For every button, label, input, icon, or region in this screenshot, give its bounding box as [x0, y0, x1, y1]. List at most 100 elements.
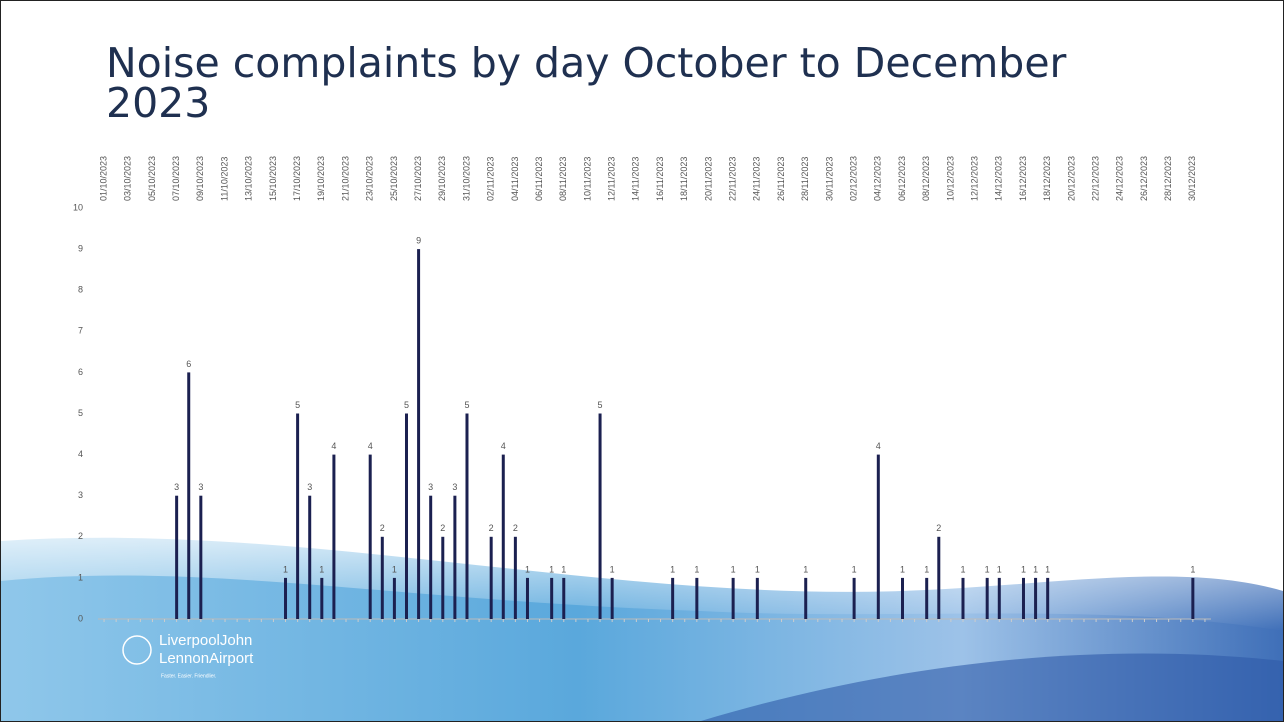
background-wave	[1, 521, 1283, 721]
bar	[308, 495, 312, 619]
x-tick-label: 31/10/2023	[461, 156, 471, 201]
bar	[525, 577, 529, 619]
x-tick-label: 16/12/2023	[1018, 156, 1028, 201]
x-tick-label: 14/12/2023	[994, 156, 1004, 201]
x-tick-label: 09/10/2023	[195, 156, 205, 201]
bar	[404, 413, 408, 619]
bar	[804, 577, 808, 619]
bar	[380, 536, 384, 619]
bar	[284, 577, 288, 619]
x-tick-label: 04/11/2023	[510, 157, 520, 201]
x-tick-label: 14/11/2023	[631, 157, 641, 201]
data-label: 2	[380, 523, 385, 533]
x-tick-label: 08/12/2023	[921, 156, 931, 201]
chart-title: Noise complaints by day October to Decem…	[106, 39, 1067, 127]
x-tick-label: 24/12/2023	[1115, 156, 1125, 201]
bar	[187, 372, 191, 619]
y-tick-label: 6	[78, 367, 83, 377]
bar	[1046, 577, 1050, 619]
data-label: 6	[186, 359, 191, 369]
data-label: 5	[404, 400, 409, 410]
x-tick-label: 28/12/2023	[1163, 156, 1173, 201]
data-label: 1	[694, 564, 699, 574]
x-tick-label: 10/12/2023	[945, 156, 955, 201]
bar	[671, 577, 675, 619]
data-label: 1	[985, 564, 990, 574]
data-label: 1	[1045, 564, 1050, 574]
data-label: 1	[670, 564, 675, 574]
x-tick-label: 22/12/2023	[1090, 156, 1100, 201]
logo: LiverpoolJohn LennonAirport Faster. Easi…	[122, 632, 254, 679]
x-tick-label: 04/12/2023	[873, 156, 883, 201]
x-tick-label: 24/11/2023	[752, 157, 762, 201]
data-label: 1	[852, 564, 857, 574]
data-label: 1	[803, 564, 808, 574]
bar	[489, 536, 493, 619]
bar	[985, 577, 989, 619]
y-tick-label: 0	[78, 613, 83, 623]
x-tick-label: 20/12/2023	[1066, 156, 1076, 201]
bar	[513, 536, 517, 619]
y-tick-label: 1	[78, 572, 83, 582]
x-tick-label: 28/11/2023	[800, 157, 810, 201]
data-label: 1	[755, 564, 760, 574]
x-tick-label: 19/10/2023	[316, 156, 326, 201]
data-label: 1	[1021, 564, 1026, 574]
bar	[731, 577, 735, 619]
bar	[453, 495, 457, 619]
x-tick-label: 18/12/2023	[1042, 156, 1052, 201]
bar	[925, 577, 929, 619]
x-tick-label: 12/11/2023	[607, 157, 617, 201]
bar	[175, 495, 179, 619]
bar	[320, 577, 324, 619]
data-label: 1	[319, 564, 324, 574]
x-tick-label: 12/12/2023	[969, 156, 979, 201]
data-label: 1	[283, 564, 288, 574]
bar	[695, 577, 699, 619]
data-label: 5	[295, 400, 300, 410]
bar	[417, 249, 421, 619]
x-tick-label: 21/10/2023	[340, 156, 350, 201]
bar	[610, 577, 614, 619]
x-tick-label: 22/11/2023	[728, 157, 738, 201]
x-tick-label: 13/10/2023	[244, 156, 254, 201]
logo-line2: LennonAirport	[159, 650, 254, 667]
y-tick-label: 2	[78, 531, 83, 541]
data-label: 9	[416, 235, 421, 245]
logo-line1: LiverpoolJohn	[159, 632, 252, 649]
x-tick-label: 25/10/2023	[389, 156, 399, 201]
data-label: 3	[307, 482, 312, 492]
data-label: 2	[489, 523, 494, 533]
bar	[901, 577, 905, 619]
bar	[997, 577, 1001, 619]
bar	[1021, 577, 1025, 619]
bar	[392, 577, 396, 619]
data-label: 1	[1033, 564, 1038, 574]
x-tick-label: 01/10/2023	[98, 156, 108, 201]
data-label: 1	[549, 564, 554, 574]
x-tick-label: 29/10/2023	[437, 156, 447, 201]
x-tick-label: 06/12/2023	[897, 156, 907, 201]
x-tick-label: 05/10/2023	[147, 156, 157, 201]
x-tick-label: 27/10/2023	[413, 156, 423, 201]
bar	[296, 413, 300, 619]
data-label: 1	[525, 564, 530, 574]
y-tick-label: 5	[78, 408, 83, 418]
x-tick-label: 08/11/2023	[558, 157, 568, 201]
bar	[441, 536, 445, 619]
data-label: 2	[440, 523, 445, 533]
data-label: 1	[731, 564, 736, 574]
data-label: 1	[1190, 564, 1195, 574]
data-label: 5	[464, 400, 469, 410]
x-tick-label: 10/11/2023	[582, 157, 592, 201]
x-tick-label: 20/11/2023	[703, 157, 713, 201]
bar	[368, 454, 372, 619]
x-tick-label: 17/10/2023	[292, 156, 302, 201]
data-label: 2	[936, 523, 941, 533]
bar	[961, 577, 965, 619]
y-tick-label: 7	[78, 326, 83, 336]
bar	[852, 577, 856, 619]
data-label: 5	[598, 400, 603, 410]
y-tick-label: 3	[78, 490, 83, 500]
